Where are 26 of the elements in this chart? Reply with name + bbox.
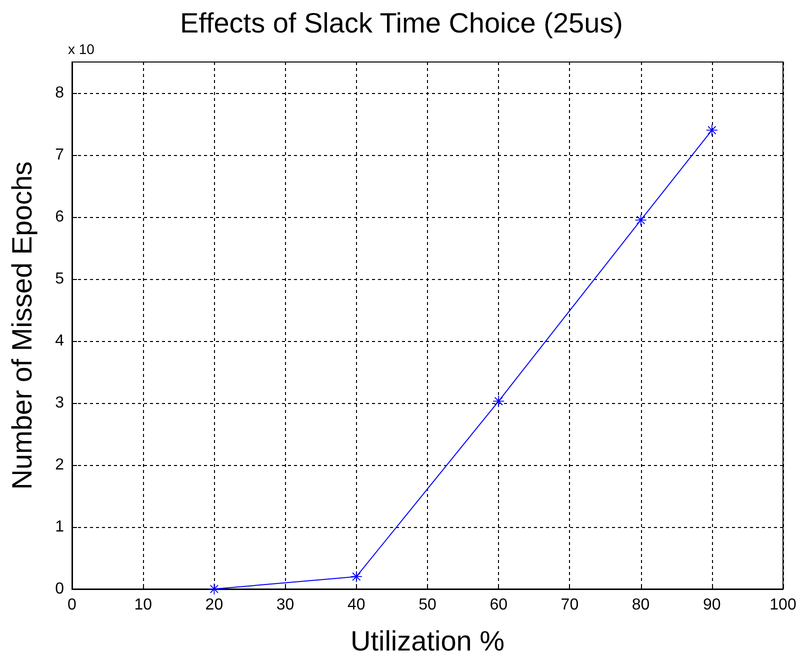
- y-tick-label: 6: [55, 208, 64, 226]
- x-tick-label: 60: [490, 596, 508, 614]
- x-tick-label: 0: [68, 596, 77, 614]
- x-tick-label: 30: [276, 596, 294, 614]
- point: [493, 396, 504, 407]
- y-tick-label: 2: [55, 456, 64, 474]
- x-tick-label: 70: [560, 596, 579, 614]
- y-tick-label: 3: [55, 394, 64, 412]
- x-tick-label: 90: [703, 596, 721, 614]
- x-tick-label: 80: [632, 596, 650, 614]
- y-tick-label: 5: [55, 270, 64, 288]
- x-tick-label: 50: [418, 596, 436, 614]
- x-tick-label: 40: [348, 596, 366, 614]
- x-tick-label: 20: [205, 596, 224, 614]
- x-tick-label: 10: [134, 596, 152, 614]
- y-tick-label: 8: [55, 84, 64, 102]
- point: [350, 571, 362, 582]
- y-axis-title: Number of Missed Epochs: [6, 161, 38, 490]
- y-tick-label: 1: [55, 518, 64, 536]
- y-tick-label: 0: [55, 580, 64, 598]
- x-axis-title: Utilization %: [350, 626, 505, 656]
- x-tick-label: 100: [770, 596, 796, 614]
- y-tick-label: 4: [55, 332, 64, 350]
- y-tick-label: 7: [55, 146, 64, 164]
- chart-title: Effects of Slack Time Choice (25us): [180, 8, 623, 38]
- text: x 10: [68, 41, 95, 57]
